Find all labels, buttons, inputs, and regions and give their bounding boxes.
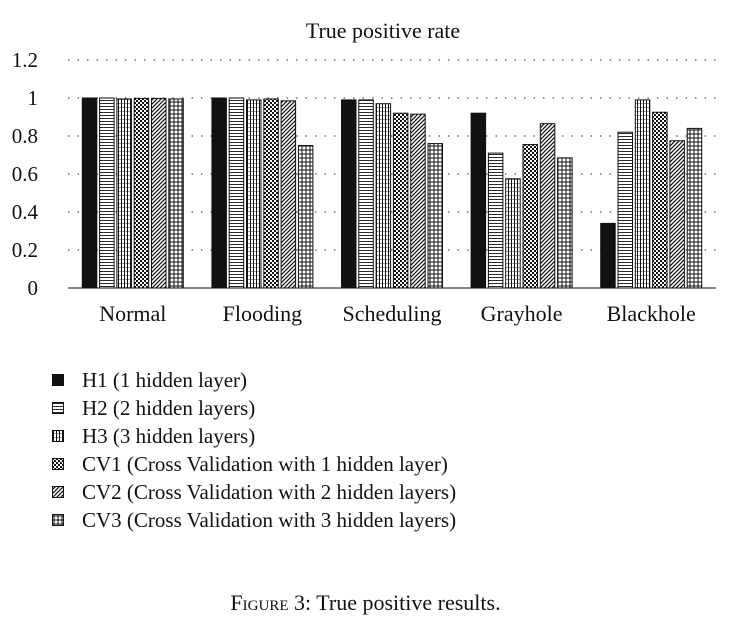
bar-grayhole-h2 — [487, 152, 504, 289]
legend-swatch — [52, 430, 64, 442]
bar-scheduling-h1 — [341, 99, 357, 289]
legend-item: H1 (1 hidden layer) — [52, 366, 456, 394]
x-tick-label: Normal — [99, 301, 166, 326]
bar-blackhole-h3 — [634, 99, 651, 289]
legend-swatch — [52, 514, 64, 526]
gridlines — [68, 59, 716, 251]
legend-item: CV1 (Cross Validation with 1 hidden laye… — [52, 450, 456, 478]
legend-item: CV2 (Cross Validation with 2 hidden laye… — [52, 478, 456, 506]
bar-blackhole-cv1 — [652, 111, 668, 289]
bar-blackhole-cv3 — [686, 127, 703, 289]
x-tick-label: Grayhole — [481, 301, 563, 326]
legend-swatch — [52, 458, 64, 470]
y-tick-label: 1.2 — [12, 48, 38, 72]
legend-label: CV3 (Cross Validation with 3 hidden laye… — [82, 507, 457, 532]
bar-scheduling-cv3 — [427, 143, 443, 289]
bar-normal-cv2 — [151, 97, 167, 289]
legend-swatch — [52, 374, 64, 386]
legend-item: CV3 (Cross Validation with 3 hidden laye… — [52, 506, 456, 534]
legend-item: H2 (2 hidden layers) — [52, 394, 456, 422]
legend-label: H3 (3 hidden layers) — [82, 423, 256, 448]
y-tick-label: 0 — [28, 276, 39, 300]
bar-flooding-cv3 — [297, 145, 314, 289]
caption-text: : True positive results. — [305, 590, 501, 615]
x-tick-label: Scheduling — [343, 301, 442, 326]
legend-label: CV2 (Cross Validation with 2 hidden laye… — [82, 479, 457, 504]
legend-swatch — [52, 402, 64, 414]
y-tick-label: 0.6 — [12, 162, 38, 186]
bar-grayhole-cv3 — [557, 157, 573, 289]
bar-flooding-cv1 — [263, 98, 279, 289]
y-tick-label: 0.2 — [12, 238, 38, 262]
bar-grayhole-h1 — [470, 112, 487, 289]
bar-flooding-h3 — [246, 99, 262, 289]
y-tick-label: 0.8 — [12, 124, 38, 148]
chart-title: True positive rate — [306, 18, 460, 43]
bar-grayhole-cv1 — [522, 144, 538, 289]
bar-normal-h2 — [99, 97, 115, 289]
legend: H1 (1 hidden layer) H2 (2 hidden layers) H… — [52, 366, 456, 534]
bar-blackhole-cv2 — [669, 140, 685, 289]
bar-grayhole-h3 — [505, 178, 521, 289]
bar-scheduling-h3 — [375, 103, 392, 289]
bar-normal-h3 — [116, 98, 132, 289]
x-tick-label: Blackhole — [607, 301, 696, 326]
bar-chart: True positive rate 0 0.2 0.4 0.6 0.8 1 1.2 Nor… — [12, 18, 716, 326]
bar-normal-h1 — [81, 97, 98, 289]
legend-swatch — [52, 486, 64, 498]
bar-flooding-cv2 — [280, 100, 297, 289]
y-tick-label: 1 — [28, 86, 39, 110]
caption-label: Figure 3 — [230, 590, 305, 615]
bar-grayhole-cv2 — [539, 123, 556, 289]
x-axis: Normal Flooding Scheduling Grayhole Blackhol… — [99, 301, 696, 326]
legend-label: H1 (1 hidden layer) — [82, 367, 248, 392]
y-axis: 0 0.2 0.4 0.6 0.8 1 1.2 — [12, 48, 39, 300]
bar-scheduling-cv1 — [392, 112, 409, 289]
y-tick-label: 0.4 — [12, 200, 39, 224]
x-tick-label: Flooding — [223, 301, 302, 326]
bars — [81, 97, 703, 289]
bar-blackhole-h1 — [600, 222, 616, 289]
bar-normal-cv1 — [133, 97, 150, 289]
bar-flooding-h2 — [228, 97, 245, 289]
legend-label: CV1 (Cross Validation with 1 hidden laye… — [82, 451, 448, 476]
figure-caption: Figure 3: True positive results. — [0, 590, 731, 616]
bar-scheduling-cv2 — [410, 113, 426, 289]
bar-flooding-h1 — [211, 97, 227, 289]
legend-label: H2 (2 hidden layers) — [82, 395, 256, 420]
bar-normal-cv3 — [168, 98, 184, 289]
bar-blackhole-h2 — [617, 131, 633, 289]
bar-scheduling-h2 — [358, 99, 374, 289]
legend-item: H3 (3 hidden layers) — [52, 422, 456, 450]
